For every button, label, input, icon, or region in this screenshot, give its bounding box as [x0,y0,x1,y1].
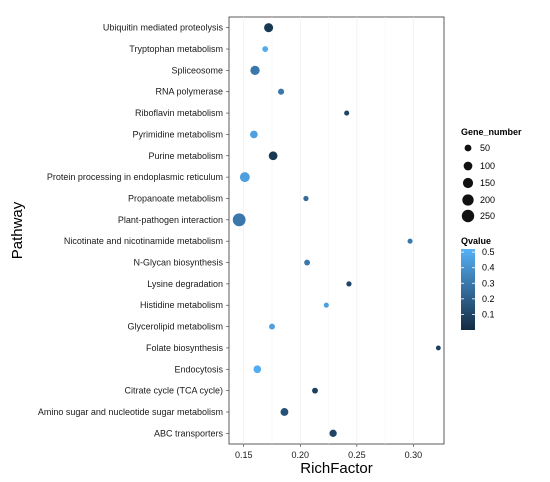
x-tick-label: 0.30 [405,450,423,460]
data-point [239,172,250,183]
size-legend-label: 150 [480,178,495,188]
data-point [329,429,337,437]
size-legend-key [461,209,475,223]
data-point [280,408,289,416]
y-tick-label: Tryptophan metabolism [129,44,223,54]
y-tick-label: Histidine metabolism [140,300,223,310]
color-legend-label: 0.2 [482,294,495,304]
size-legend: Gene_number 50 100 150 200 250 [461,127,522,223]
data-point [264,23,274,33]
color-legend-label: 0.4 [482,263,495,273]
y-tick-label: Riboflavin metabolism [135,108,223,118]
color-legend: Qvalue 0.5 0.4 0.3 0.2 0.1 [461,236,495,330]
data-point [232,213,246,227]
size-legend-key [463,161,473,171]
y-axis-ticks: Ubiquitin mediated proteolysis Tryptophan… [38,23,229,438]
y-tick-label: Endocytosis [174,364,223,374]
data-point [407,238,413,244]
size-legend-key [462,177,474,189]
x-tick-label: 0.20 [292,450,310,460]
y-tick-label: Lysine degradation [147,279,223,289]
x-tick-label: 0.15 [235,450,253,460]
y-axis-title: Pathway [9,201,26,259]
data-point [269,323,275,330]
grid-lines [243,17,414,444]
y-tick-label: RNA polymerase [155,87,223,97]
data-point [323,302,329,308]
data-point [344,110,350,116]
y-tick-label: Propanoate metabolism [128,193,223,203]
data-point [435,345,441,351]
size-legend-key [464,144,472,152]
x-axis-ticks: 0.15 0.20 0.25 0.30 [235,444,422,460]
y-tick-label: Ubiquitin mediated proteolysis [103,23,224,33]
data-point [250,130,258,139]
size-legend-label: 200 [480,195,495,205]
size-legend-label: 250 [480,211,495,221]
y-tick-label: Pyrimidine metabolism [132,129,223,139]
data-point [262,46,269,52]
color-legend-label: 0.3 [482,278,495,288]
data-point [303,195,309,202]
plot-panel [228,16,445,445]
y-tick-label: Nicotinate and nicotinamide metabolism [64,236,223,246]
data-points [232,23,441,437]
size-legend-key [462,194,474,206]
color-legend-title: Qvalue [461,236,491,246]
y-tick-label: Amino sugar and nucleotide sugar metabol… [38,407,223,417]
size-legend-label: 50 [480,143,490,153]
color-legend-label: 0.1 [482,309,495,319]
data-point [312,387,318,394]
data-point [277,88,285,95]
y-tick-label: Folate biosynthesis [146,343,224,353]
y-tick-label: Glycerolipid metabolism [127,322,223,332]
y-tick-label: Protein processing in endoplasmic reticu… [47,172,223,182]
color-bar [461,249,475,330]
y-tick-label: N-Glycan biosynthesis [133,258,223,268]
data-point [253,365,262,374]
x-tick-label: 0.25 [348,450,366,460]
data-point [304,259,311,266]
data-point [250,65,260,76]
size-legend-title: Gene_number [461,127,522,137]
y-tick-label: ABC transporters [154,428,224,438]
color-legend-label: 0.5 [482,247,495,257]
data-point [268,151,278,161]
x-axis-title: RichFactor [300,460,373,477]
y-tick-label: Spliceosome [171,65,223,75]
data-point [346,281,352,287]
y-tick-label: Citrate cycle (TCA cycle) [124,386,223,396]
y-tick-label: Plant-pathogen interaction [118,215,223,225]
y-tick-label: Purine metabolism [148,151,223,161]
size-legend-label: 100 [480,161,495,171]
